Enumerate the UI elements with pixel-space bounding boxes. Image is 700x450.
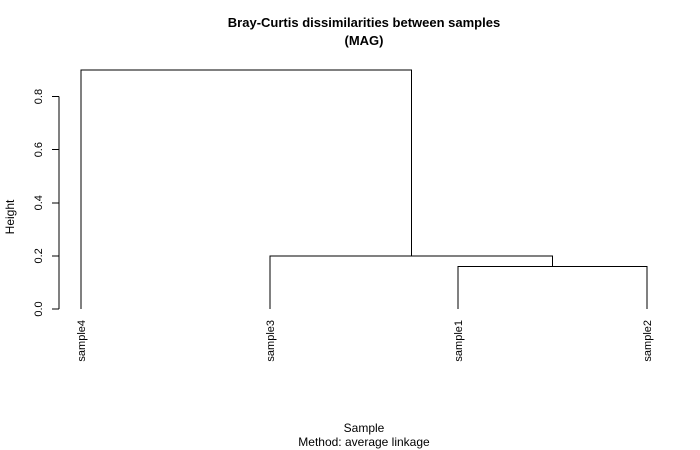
merge-link-3 — [80, 69, 412, 309]
leaf-label-sample3: sample3 — [265, 320, 277, 362]
leaf-label-sample2: sample2 — [642, 320, 654, 362]
y-tick-label: 0.0 — [33, 301, 45, 316]
merge-link-1 — [457, 266, 648, 309]
merge-link-2 — [269, 255, 553, 309]
leaf-label-sample1: sample1 — [453, 320, 465, 362]
leaf-labels: sample4 sample3 sample1 sample2 — [76, 320, 654, 362]
x-axis-label: Sample — [344, 421, 385, 435]
leaf-label-sample4: sample4 — [76, 320, 88, 362]
dendrogram-tree — [80, 69, 648, 309]
y-tick-label: 0.6 — [33, 142, 45, 157]
y-tick-label: 0.4 — [33, 195, 45, 210]
y-tick-label: 0.8 — [33, 89, 45, 104]
y-axis: 0.0 0.2 0.4 0.6 0.8 — [33, 89, 60, 317]
chart-title: Bray-Curtis dissimilarities between samp… — [228, 15, 500, 30]
y-axis-label: Height — [3, 199, 17, 234]
method-caption: Method: average linkage — [298, 435, 430, 449]
y-tick-label: 0.2 — [33, 248, 45, 263]
chart-subtitle: (MAG) — [345, 33, 384, 48]
